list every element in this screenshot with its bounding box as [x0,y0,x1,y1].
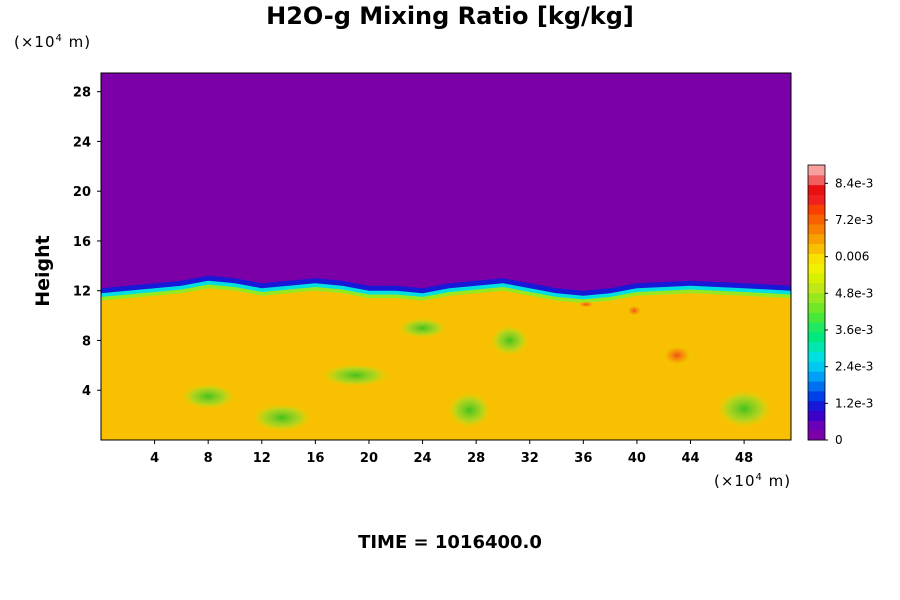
y-tick-label: 8 [82,334,91,349]
colorbar-swatch [808,184,825,195]
colorbar-tick-label: 8.4e-3 [835,176,873,190]
x-unit-exp: 4 [755,472,763,483]
time-label: TIME = 1016400.0 [358,532,542,553]
colorbar-tick-label: 3.6e-3 [835,323,873,337]
colorbar-swatch [808,420,825,431]
colorbar-swatch [808,331,825,343]
colorbar-swatch [808,204,825,215]
x-axis: 4 8 12 16 20 24 28 32 36 40 44 48 [150,440,753,466]
colorbar-swatch [808,165,825,176]
x-tick-label: 40 [628,451,646,466]
moist-lower-region [101,288,791,440]
y-unit-exp: 4 [55,33,63,44]
y-axis-unit: (×104 m) [14,33,91,51]
colorbar-swatch [808,302,825,313]
colorbar-swatch [808,223,825,235]
field-feature [490,325,529,356]
x-tick-label: 36 [574,451,592,466]
colorbar-swatch [808,430,825,441]
y-unit-prefix: (×10 [14,33,56,51]
field-feature [717,390,771,428]
y-tick-label: 4 [82,384,91,399]
field-feature [398,318,447,338]
colorbar-swatch [808,174,825,186]
colorbar-swatch [808,410,825,421]
field-feature [252,403,312,432]
colorbar-swatch [808,361,825,372]
x-axis-unit: (×104 m) [714,472,791,490]
colorbar-swatch [808,214,825,225]
y-tick-label: 12 [73,285,91,300]
colorbar-swatch [808,371,825,382]
x-tick-label: 12 [253,451,271,466]
colorbar-swatch [808,292,825,303]
colorbar-swatch [808,400,825,412]
colorbar-swatch [808,263,825,274]
y-tick-label: 20 [73,185,91,200]
colorbar-swatch [808,233,825,245]
plot-frame [100,72,792,441]
x-unit-prefix: (×10 [714,472,756,490]
field-feature [448,392,491,428]
colorbar-swatch [808,341,825,353]
x-tick-label: 20 [360,451,378,466]
colorbar-frame [807,164,826,441]
field-feature [322,364,390,387]
colorbar-swatch [808,194,825,205]
colorbar-swatch [808,351,825,362]
y-tick-label: 16 [73,235,91,250]
colorbar-swatch [808,243,825,254]
colorbar-swatch [808,273,825,284]
colorbar-swatch [808,253,825,264]
colorbar-swatch [808,312,825,323]
x-tick-label: 28 [467,451,485,466]
x-tick-label: 24 [414,451,432,466]
colorbar-tick-label: 7.2e-3 [835,213,873,227]
colorbar-tick-label: 0.006 [835,250,869,264]
x-tick-label: 44 [681,451,699,466]
field-feature [626,304,643,317]
colorbar: 0 1.2e-3 2.4e-3 3.6e-3 4.8e-3 0.006 7.2e-3 8.4e… [807,164,873,447]
y-unit-suffix: m) [62,33,92,51]
chart-title: H2O-g Mixing Ratio [kg/kg] [266,2,634,30]
x-unit-suffix: m) [762,472,792,490]
plot-area [101,73,791,440]
colorbar-tick-label: 2.4e-3 [835,360,873,374]
colorbar-swatch [808,322,825,333]
colorbar-swatch [808,282,825,294]
y-axis: 4 8 12 16 20 24 28 [73,86,101,399]
colorbar-tick-label: 1.2e-3 [835,396,873,410]
colorbar-swatch [808,381,825,392]
field-feature [661,344,694,367]
x-tick-label: 32 [521,451,539,466]
field-feature [181,384,235,409]
colorbar-tick-label: 4.8e-3 [835,286,873,300]
colorbar-tick-label: 0 [835,433,843,447]
x-tick-label: 16 [306,451,324,466]
y-tick-label: 28 [73,86,91,101]
colorbar-swatch [808,390,825,402]
field-feature [576,300,596,309]
x-tick-label: 4 [150,451,159,466]
x-tick-label: 48 [735,451,753,466]
x-tick-label: 8 [204,451,213,466]
y-tick-label: 24 [73,135,91,150]
